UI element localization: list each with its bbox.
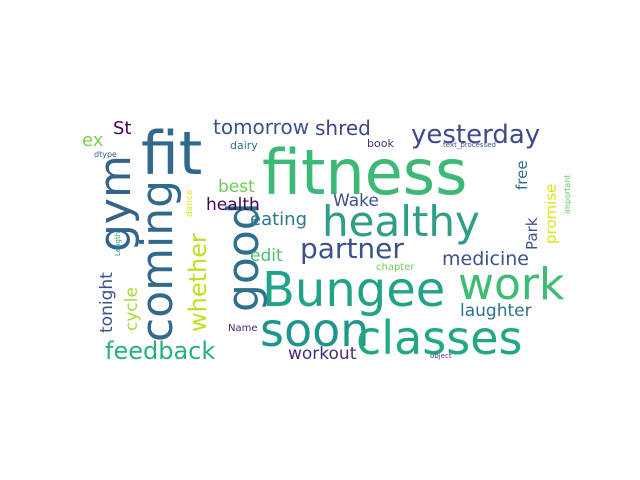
word-healthy: healthy [322,197,480,246]
word-good: good [218,202,269,312]
word-medicine: medicine [442,248,529,270]
word-name: Name [228,323,258,334]
word-chapter: chapter [376,262,415,273]
word-tonight: tonight [97,272,117,333]
word-book: book [367,137,394,150]
word-eating: eating [250,209,307,230]
word-soon: soon [260,303,369,357]
word-gym: gym [90,155,141,252]
word-shred: shred [315,116,371,140]
word-edit: edit [250,246,283,266]
word-cycle: cycle [122,287,142,331]
word-fitness: fitness [262,136,467,209]
word-park: Park [523,217,541,250]
word-dairy: dairy [230,139,258,152]
word-important: important [563,174,572,214]
word-health: health [206,195,260,215]
word-laughter: laughter [460,301,532,321]
word-workout: workout [288,344,357,364]
word-wake: Wake [333,191,379,211]
word-st: St [113,118,131,139]
word-free: free [513,160,531,190]
word-classes: classes [356,311,522,365]
word-tomorrow: tomorrow [213,115,309,139]
word-work: work [458,259,565,310]
word-best: best [218,177,255,197]
word-ex: ex [82,130,104,151]
word-feedback: feedback [105,337,215,365]
word-promise: promise [542,184,560,244]
word-whether: whether [184,233,212,332]
word-dance: dance [185,189,195,217]
word-fit: fit [141,119,202,189]
word-bungee: Bungee [262,262,445,318]
word-text-processed: text_processed [443,141,496,149]
word-coming: coming [132,180,183,342]
word-yesterday: yesterday [411,120,540,150]
word-object: object [430,352,452,360]
word-partner: partner [300,232,404,265]
word-dtype: dtype [94,150,117,159]
word-length: Length [114,232,122,256]
